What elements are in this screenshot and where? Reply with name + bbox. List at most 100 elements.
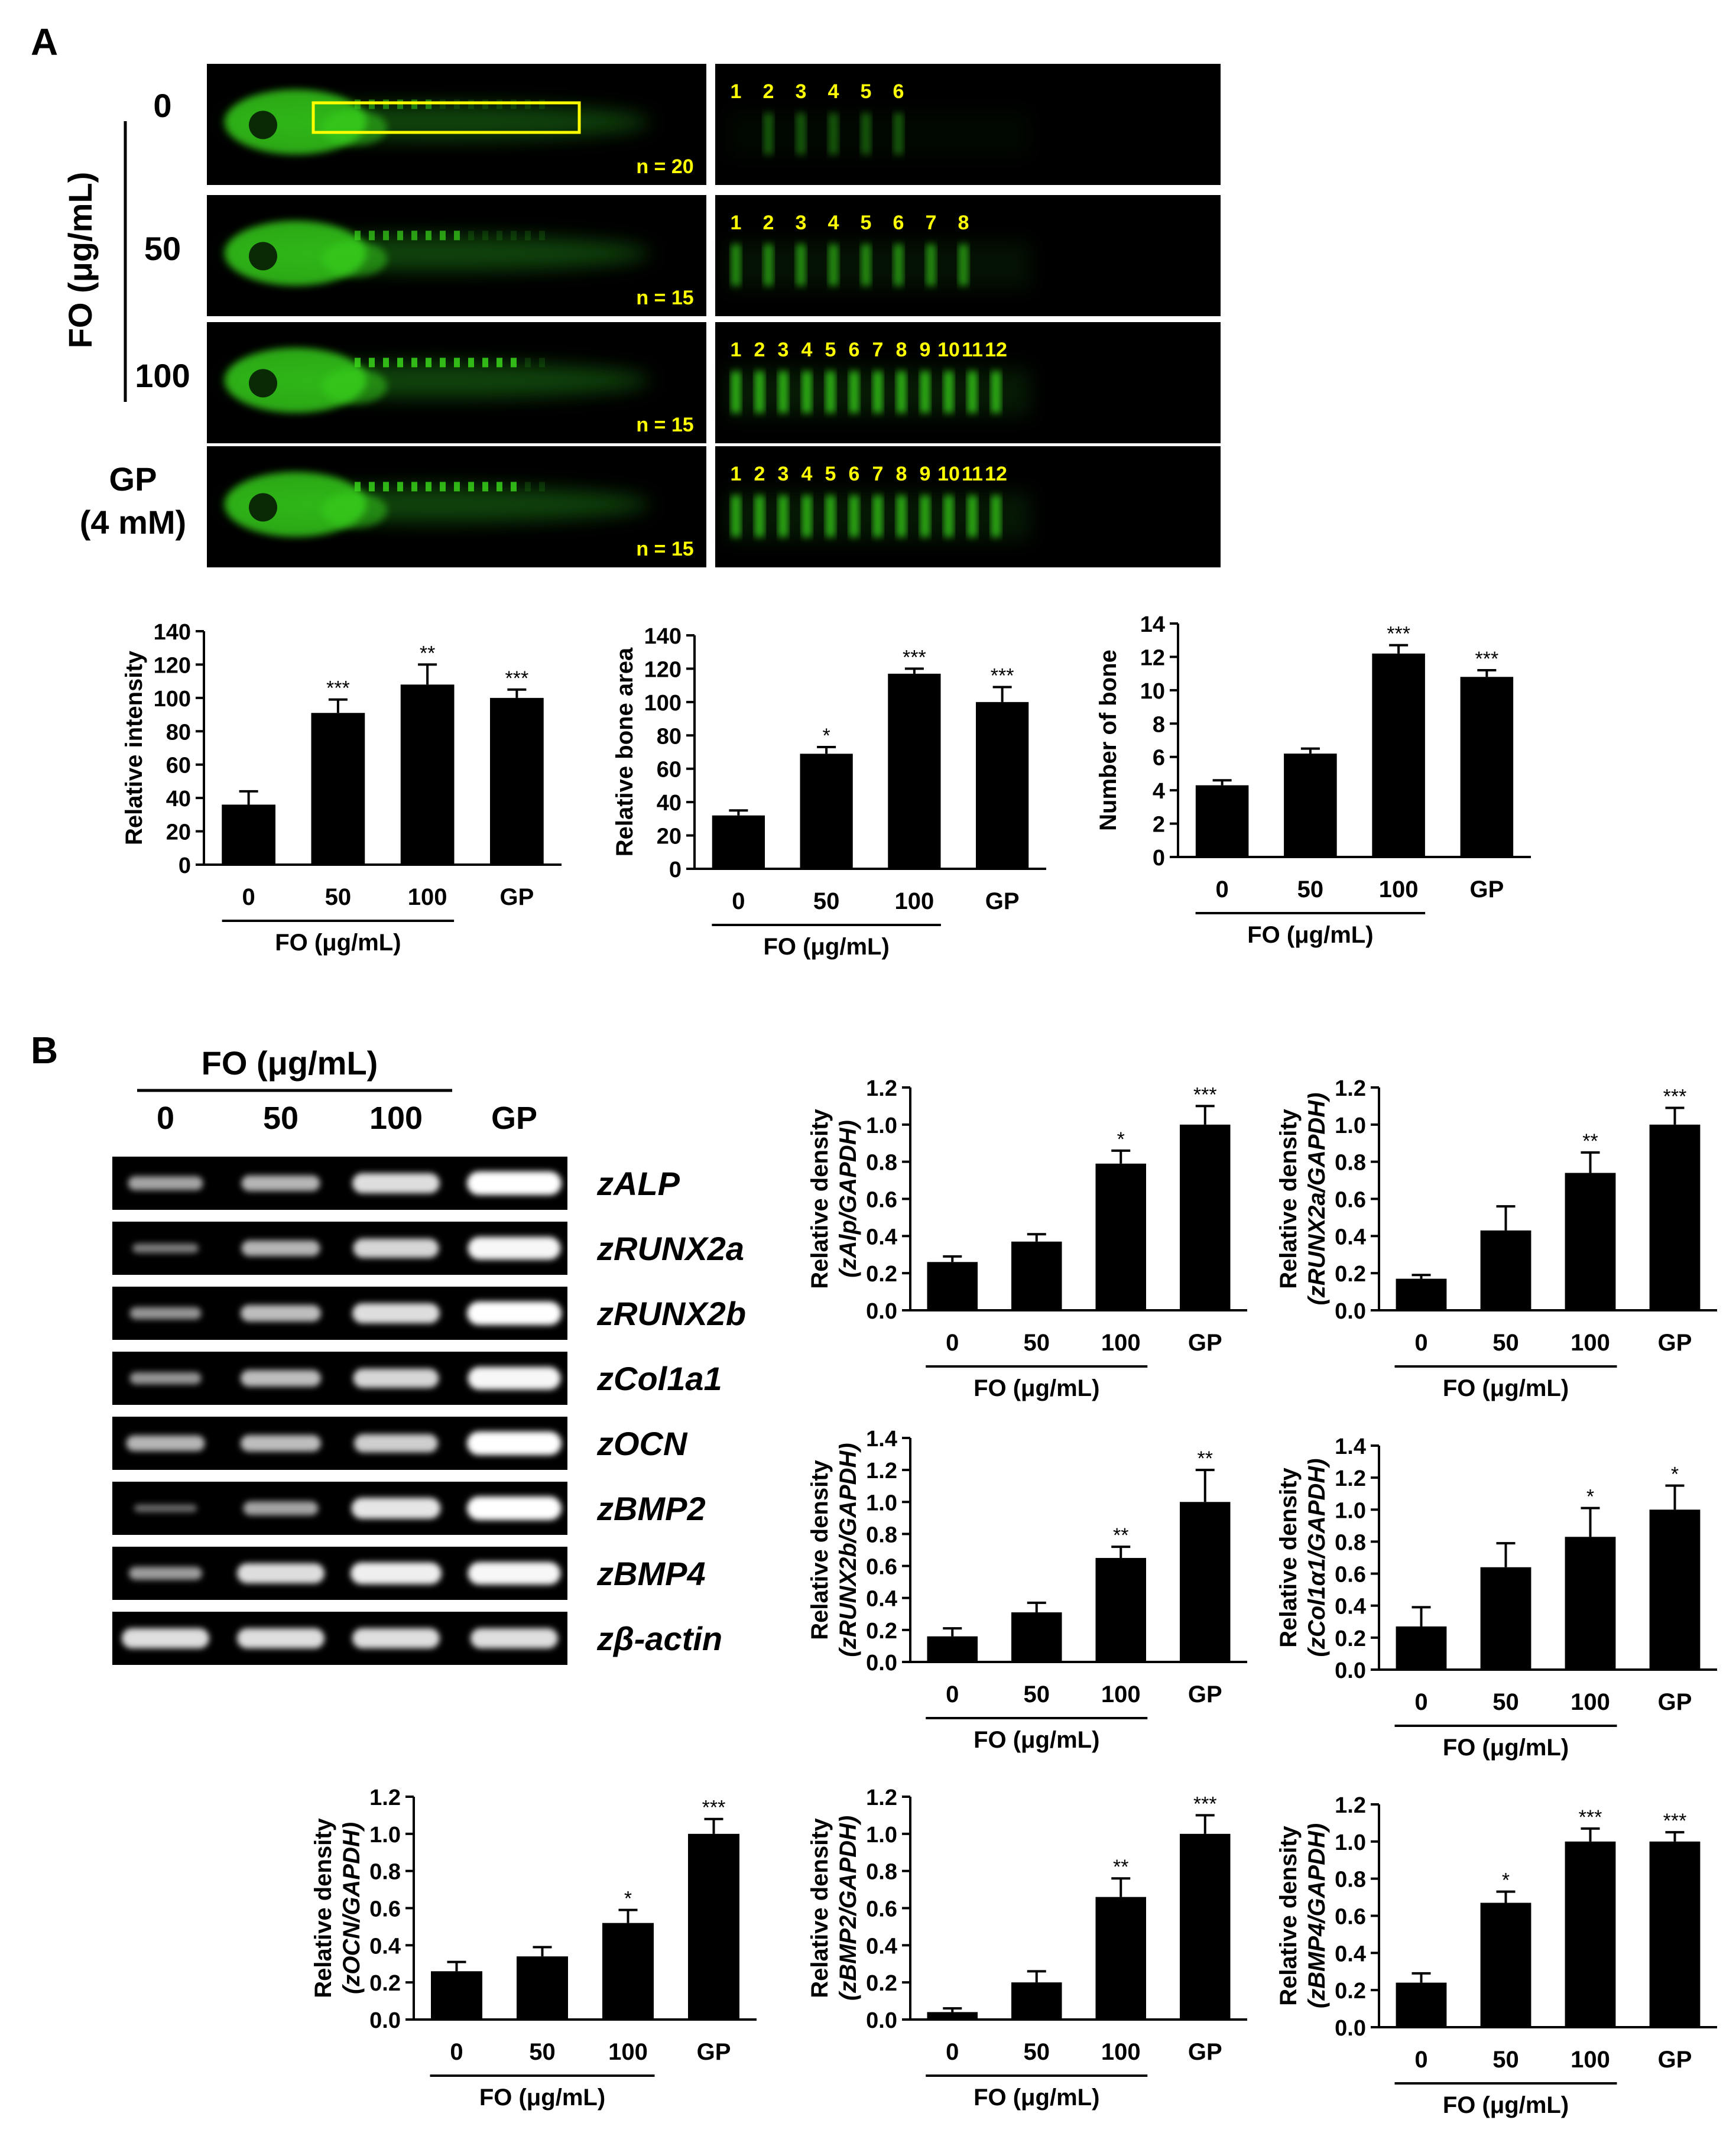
gel-band [237, 1628, 325, 1648]
group-label: 100 [135, 357, 190, 394]
x-tick-label: GP [1658, 1330, 1692, 1356]
vertebra [731, 371, 741, 413]
y-tick-label: 0.6 [1335, 1188, 1366, 1213]
vertebra [849, 371, 859, 413]
bone-number: 4 [802, 463, 813, 485]
group-label: GP [109, 460, 157, 498]
vertebra-dot [468, 482, 474, 492]
y-tick-label: 1.0 [1335, 1830, 1366, 1855]
y-tick-label: 80 [657, 724, 682, 749]
gene-label: zCol1a1 [596, 1360, 722, 1397]
gel-row: zOCN [112, 1417, 688, 1470]
y-axis-label-sub: (zOCN/GAPDH) [339, 1822, 365, 1994]
y-tick-label: 1.0 [866, 1491, 897, 1515]
y-tick-label: 0.2 [369, 1971, 401, 1996]
bar [431, 1971, 482, 2020]
vertebra-dot [511, 230, 517, 241]
vertebra-dot [440, 358, 446, 368]
bar [800, 754, 853, 869]
gel-row: zCol1a1 [112, 1352, 722, 1405]
significance-marker: * [624, 1888, 632, 1910]
y-tick-label: 0.0 [866, 1299, 897, 1324]
x-tick-label: 50 [1492, 1689, 1519, 1715]
vertebra [944, 495, 953, 537]
x-tick-label: GP [499, 884, 534, 910]
y-axis-label-sub: (zBMP2/GAPDH) [835, 1816, 861, 2001]
region-of-interest-box [311, 101, 581, 134]
bar [1649, 1841, 1701, 2027]
gel-row: zBMP2 [112, 1482, 706, 1535]
gel-band [470, 1628, 558, 1648]
y-tick-label: 0.2 [866, 1262, 897, 1287]
bar-chart-zBMP4: 0.0 0.2 0.4 0.6 0.8 1.0 1.2 Relative density (zB… [1276, 1793, 1717, 2118]
x-tick-label: 100 [1379, 876, 1419, 902]
y-tick-label: 0.0 [1335, 2016, 1366, 2041]
bone-number: 2 [763, 212, 774, 234]
x-tick-label: 100 [895, 888, 934, 914]
vertebra-dot [511, 358, 517, 368]
bar [1649, 1124, 1701, 1310]
gel-band [241, 1240, 320, 1257]
group-label: FO (μg/mL) [974, 1375, 1099, 1401]
y-tick-label: 0.8 [1335, 1530, 1366, 1555]
x-tick-label: 100 [1101, 1330, 1141, 1356]
bone-number: 3 [778, 463, 789, 485]
panel-label-a: A [31, 21, 59, 63]
significance-marker: *** [702, 1797, 726, 1819]
bar [1565, 1841, 1616, 2027]
gel-band [128, 1176, 203, 1190]
x-tick-label: 50 [1297, 876, 1324, 902]
group-label: FO (μg/mL) [1247, 922, 1373, 948]
y-tick-label: 60 [657, 758, 682, 783]
x-tick-label: 0 [450, 2039, 463, 2065]
vertebra [920, 371, 930, 413]
vertebra-dot [539, 230, 545, 241]
y-tick-label: 2 [1153, 813, 1165, 837]
vertebra [764, 113, 773, 155]
significance-marker: ** [1198, 1447, 1213, 1470]
bone-number: 1 [731, 212, 742, 234]
y-tick-label: 80 [166, 720, 191, 745]
bar [311, 713, 365, 865]
gel-band [467, 1171, 562, 1195]
bar [888, 673, 941, 869]
gel-band [353, 1368, 439, 1388]
gel-band [132, 1244, 199, 1253]
bone-number: 6 [849, 339, 860, 361]
larva-eye [249, 242, 277, 271]
x-tick-label: 0 [946, 1330, 959, 1356]
x-tick-label: 0 [1414, 1330, 1427, 1356]
vertebra-dot [454, 482, 460, 492]
y-tick-label: 1.2 [866, 1459, 897, 1483]
vertebra-dot [411, 230, 417, 241]
gel-band [241, 1305, 321, 1322]
y-tick-label: 1.0 [1335, 1113, 1366, 1138]
vertebra-dot [454, 358, 460, 368]
bone-number: 5 [825, 339, 836, 361]
y-tick-label: 0.8 [369, 1860, 401, 1885]
significance-marker: *** [991, 664, 1014, 687]
group-label: FO (μg/mL) [275, 930, 401, 956]
vertebra-dot [369, 482, 375, 492]
vertebra [897, 495, 906, 537]
bone-number: 6 [849, 463, 860, 485]
x-tick-label: GP [1188, 1681, 1222, 1707]
larva-yolk [322, 492, 387, 528]
bar [1095, 1558, 1146, 1662]
bar-chart-zRUNX2a: 0.0 0.2 0.4 0.6 0.8 1.0 1.2 Relative density (zR… [1276, 1076, 1717, 1401]
y-axis-label-sub: (zAlp/GAPDH) [835, 1120, 861, 1278]
y-tick-label: 1.2 [866, 1076, 897, 1101]
bar [1460, 677, 1514, 857]
bone-number: 7 [872, 339, 884, 361]
gene-label: zβ-actin [596, 1620, 722, 1657]
bar-chart-zRUNX2b: 0.0 0.2 0.4 0.6 0.8 1.0 1.2 1.4 Relative density… [807, 1427, 1247, 1753]
y-axis-label-sub: (zBMP4/GAPDH) [1304, 1823, 1330, 2008]
y-tick-label: 0.4 [1335, 1225, 1366, 1249]
significance-marker: * [1502, 1869, 1510, 1892]
y-tick-label: 14 [1140, 612, 1165, 637]
vertebra [991, 495, 1001, 537]
y-axis-label: Relative density [1276, 1108, 1302, 1288]
x-tick-label: 100 [1101, 2039, 1141, 2065]
bone-number: 1 [731, 463, 742, 485]
